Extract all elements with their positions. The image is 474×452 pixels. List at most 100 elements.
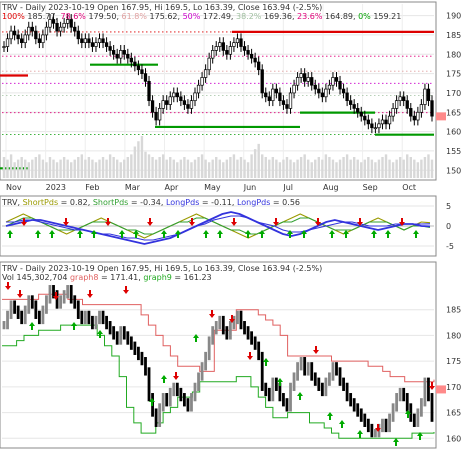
lower-price-bar (172, 382, 176, 397)
candle-body (30, 26, 34, 32)
volume-bars (2, 136, 434, 178)
candle-body (260, 69, 264, 94)
arrow-up-icon (149, 398, 155, 406)
lower-price-bar (296, 362, 299, 381)
volume-bar (108, 154, 112, 178)
lower-price-bar (45, 295, 48, 314)
volume-bar (271, 157, 275, 178)
arrow-up-icon (35, 230, 41, 238)
lower-price-bar (335, 362, 338, 376)
price-title: TRV - Daily 2023-10-19 Open 167.95, Hi 1… (1, 3, 322, 12)
arrow-down-icon (87, 290, 93, 298)
volume-bar (360, 162, 363, 178)
arrow-up-icon (343, 230, 349, 238)
oscillator-legend: TRV, ShortPds = 0.82, ShortPds = -0.34, … (1, 198, 300, 207)
lower-price-bar (197, 372, 200, 391)
lower-price-bar (274, 377, 278, 391)
volume-bar (239, 157, 243, 178)
candle-body (48, 19, 52, 28)
volume-bar (115, 159, 119, 178)
lower-price-bar (324, 377, 328, 397)
oscillator-legend-part: ShortPds (93, 198, 129, 207)
candle-body (363, 115, 367, 121)
fib-legend-value: 179.50, (86, 12, 119, 21)
volume-bar (140, 136, 144, 178)
price-x-tick: 2023 (46, 183, 66, 192)
candle-body (129, 57, 133, 63)
arrow-up-icon (193, 334, 199, 342)
candle-body (327, 84, 332, 90)
lower-price-bar (66, 285, 70, 299)
candle-body (384, 119, 388, 125)
lower-price-bar (402, 387, 406, 402)
candle-body (58, 26, 63, 32)
volume-bar (24, 159, 27, 178)
lower-price-bar (349, 393, 353, 407)
arrow-down-icon (173, 372, 179, 380)
volume-bar (147, 154, 151, 178)
volume-bar (352, 157, 356, 178)
arrow-down-icon (63, 218, 69, 226)
volume-bar (324, 154, 328, 178)
volume-bar (246, 162, 250, 178)
candle-body (16, 34, 20, 40)
candle-body (154, 111, 158, 121)
volume-bar (409, 157, 412, 178)
lower-price-bar (161, 393, 165, 412)
lower-price-bar (306, 362, 310, 376)
arrow-up-icon (259, 230, 265, 238)
volume-bar (253, 149, 257, 178)
candle-body (274, 88, 279, 94)
volume-bar (328, 157, 331, 178)
arrow-up-icon (263, 358, 269, 366)
lower-price-bar (320, 382, 324, 397)
lower-price-bar (395, 393, 399, 412)
arrow-up-icon (119, 230, 125, 238)
candle-body (264, 92, 268, 98)
fib-legend-value: 175.62, (147, 12, 180, 21)
lower-price-bar (101, 310, 105, 325)
lower-price-bar (363, 413, 367, 427)
oscillator-series-line (5, 211, 431, 245)
candle-body (140, 69, 144, 74)
lower-legend-part: graph9 (143, 273, 172, 282)
candle-body (398, 96, 402, 102)
lower-price-bar (207, 336, 211, 361)
price-y-tick: 170 (446, 89, 461, 98)
candle-body (101, 38, 105, 44)
lower-price-bar (303, 357, 307, 376)
candle-body (150, 100, 155, 113)
volume-bar (229, 157, 232, 178)
price-x-tick: May (204, 183, 221, 192)
candle-body (288, 92, 293, 109)
arrow-down-icon (53, 292, 59, 300)
candle-body (27, 26, 31, 36)
oscillator-legend-part: LongPds (166, 198, 199, 207)
volume-bar (183, 157, 186, 178)
candle-body (402, 96, 406, 102)
arrow-down-icon (189, 218, 195, 226)
lower-price-bar (257, 341, 261, 361)
volume-bar (126, 157, 130, 178)
volume-bar (66, 159, 69, 178)
price-x-tick: Aug (323, 183, 339, 192)
lower-price-bar (356, 403, 360, 417)
volume-bar (94, 162, 98, 178)
price-y-tick: 185 (446, 31, 461, 40)
volume-bar (41, 159, 45, 178)
candle-body (90, 42, 95, 47)
volume-bar (112, 157, 115, 178)
candle-body (232, 42, 236, 47)
volume-bar (151, 157, 154, 178)
volume-bar (430, 159, 434, 178)
lower-price-bar (87, 310, 91, 325)
arrow-down-icon (123, 286, 129, 294)
candle-body (133, 61, 137, 67)
candle-body (168, 96, 172, 105)
volume-bar (190, 162, 193, 178)
volume-bar (172, 159, 175, 178)
candle-body (380, 119, 385, 125)
candle-body (295, 77, 300, 86)
volume-bar (98, 159, 101, 178)
lower-y-tick: 165 (446, 409, 461, 418)
